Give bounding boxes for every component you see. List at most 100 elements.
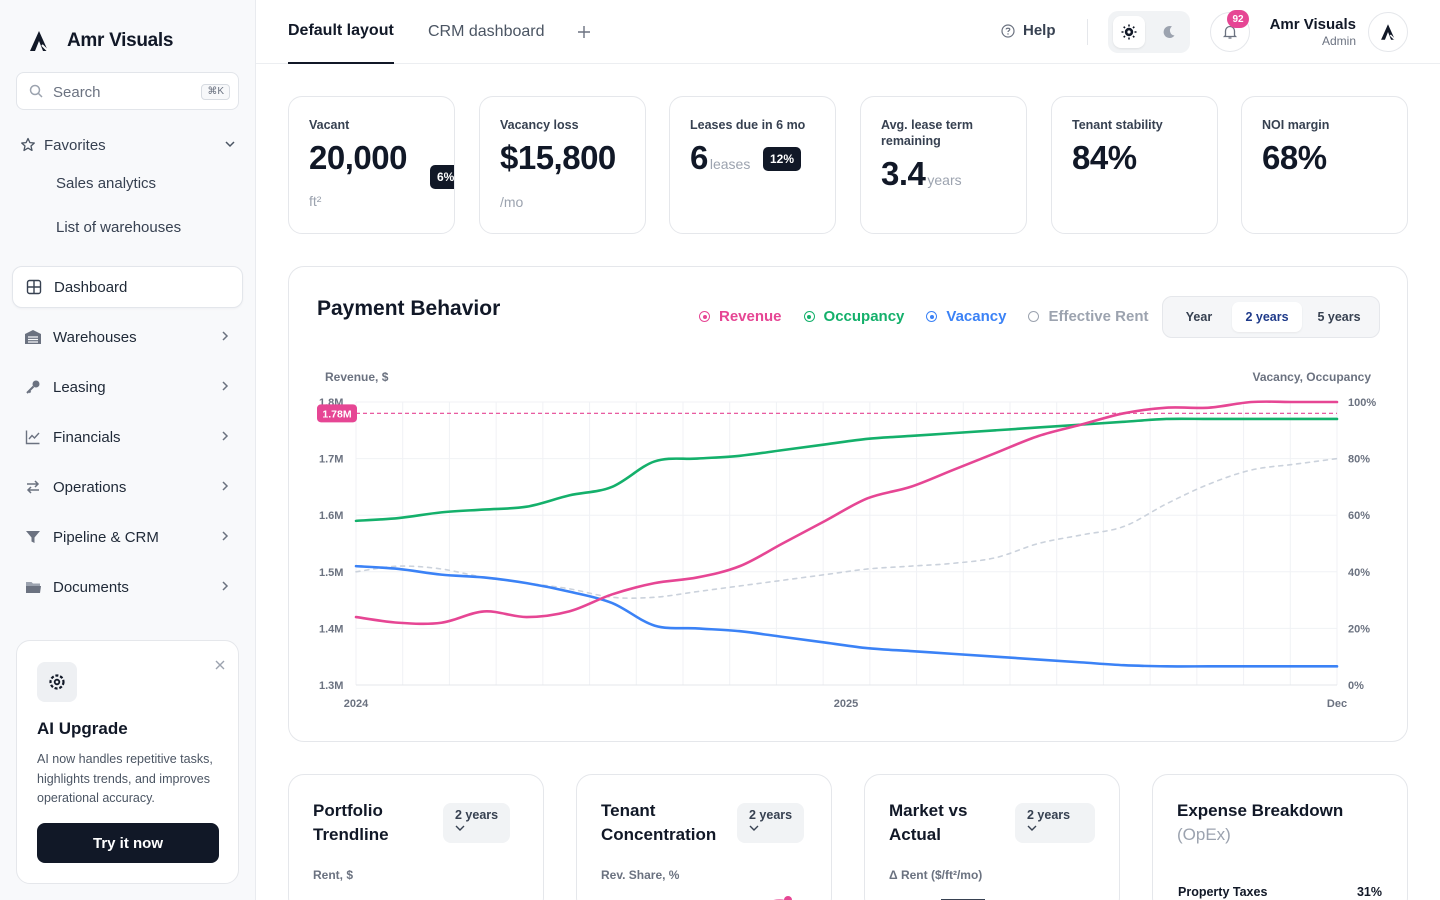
search-shortcut: ⌘K xyxy=(201,84,230,100)
kpi-card-leases-due[interactable]: Leases due in 6 mo 6 leases 12% xyxy=(669,96,836,234)
range-dropdown[interactable]: 2 years xyxy=(737,803,805,843)
sun-icon xyxy=(1121,24,1137,40)
kpi-title: Avg. lease term remaining xyxy=(881,118,973,148)
legend-label: Vacancy xyxy=(946,308,1007,325)
kpi-title: Tenant stability xyxy=(1072,118,1163,132)
kpi-value-group: 3.4 years xyxy=(881,155,962,193)
sidebar: Amr Visuals ⌘K Favorites Sales analytics… xyxy=(0,0,256,900)
nav-item-pipeline-crm[interactable]: Pipeline & CRM xyxy=(12,516,243,558)
favorites-label: Favorites xyxy=(44,136,106,154)
user-name: Amr Visuals xyxy=(1269,16,1356,33)
nav-item-warehouses[interactable]: Warehouses xyxy=(12,316,243,358)
legend-label: Effective Rent xyxy=(1048,308,1149,325)
x-tick-label: Dec xyxy=(1327,698,1347,710)
user-role: Admin xyxy=(1321,34,1356,48)
arrows-exchange-icon xyxy=(24,478,42,496)
try-it-now-button[interactable]: Try it now xyxy=(37,823,219,863)
range-dropdown[interactable]: 2 years xyxy=(1015,803,1095,843)
chart-preview xyxy=(773,896,792,900)
chevron-down-icon xyxy=(1027,825,1037,831)
card-title: Portfolio Trendline xyxy=(313,801,389,844)
avatar[interactable] xyxy=(1368,12,1408,52)
search-box[interactable]: ⌘K xyxy=(16,72,239,110)
payment-behavior-chart: 1.8M 100%1.7M 80%1.6M 60%1.5M 40%1.4M 20%1.3M… xyxy=(317,370,1376,710)
portfolio-trendline-card: Portfolio Trendline 2 years Rent, $ xyxy=(288,774,544,900)
user-info[interactable]: Amr Visuals Admin xyxy=(1270,16,1356,48)
add-tab-icon[interactable] xyxy=(576,24,592,40)
favorite-item-list-of-warehouses[interactable]: List of warehouses xyxy=(56,219,182,236)
y-tick-label-right: 100% xyxy=(1348,397,1376,409)
nav-item-documents[interactable]: Documents xyxy=(12,566,243,608)
nav-item-operations[interactable]: Operations xyxy=(12,466,243,508)
dark-mode-button[interactable] xyxy=(1153,16,1185,48)
kpi-card-vacant[interactable]: Vacant 20,000 6% ft² xyxy=(288,96,455,234)
kpi-card-avg-lease-term[interactable]: Avg. lease term remaining 3.4 years xyxy=(860,96,1027,234)
notifications-button[interactable]: 92 xyxy=(1210,10,1250,52)
kpi-value-group: 6 leases xyxy=(690,139,750,177)
search-icon xyxy=(29,84,43,98)
axis-label: Rent, $ xyxy=(313,868,354,882)
legend-item-revenue[interactable]: Revenue xyxy=(699,308,782,325)
kpi-card-noi-margin[interactable]: NOI margin 68% xyxy=(1241,96,1408,234)
help-button[interactable]: Help xyxy=(1001,22,1056,39)
market-vs-actual-card: Market vs Actual 2 years Δ Rent ($/ft²/m… xyxy=(864,774,1120,900)
kpi-value: 84% xyxy=(1072,139,1137,176)
y-axis-label-left: Revenue, $ xyxy=(325,370,389,384)
kpi-value: $15,800 xyxy=(500,139,616,176)
favorites-toggle[interactable]: Favorites xyxy=(20,134,240,156)
favorite-item-sales-analytics[interactable]: Sales analytics xyxy=(56,175,157,192)
y-tick-label-left: 1.4M xyxy=(319,623,343,635)
range-dropdown[interactable]: 2 years xyxy=(443,803,511,843)
legend-dot xyxy=(1028,311,1040,322)
axis-label: Rev. Share, % xyxy=(601,868,680,882)
chevron-down-icon xyxy=(225,141,235,148)
y-tick-label-right: 60% xyxy=(1348,510,1370,522)
y-tick-label-right: 80% xyxy=(1348,454,1370,466)
nav-label: Financials xyxy=(53,428,121,446)
kpi-value: 20,000 xyxy=(309,139,407,176)
gear-icon xyxy=(37,662,77,702)
kpi-value: 68% xyxy=(1262,139,1327,176)
expense-row-value: 31% xyxy=(1356,885,1382,899)
search-input[interactable] xyxy=(53,81,203,103)
nav-item-leasing[interactable]: Leasing xyxy=(12,366,243,408)
line-chart-icon xyxy=(24,428,42,446)
tab-default-layout[interactable]: Default layout xyxy=(288,0,394,64)
kpi-value: 3.4 xyxy=(881,155,926,192)
kpi-unit: years xyxy=(927,172,962,188)
legend-item-effective-rent[interactable]: Effective Rent xyxy=(1028,308,1149,325)
light-mode-button[interactable] xyxy=(1113,16,1145,48)
card-title: Tenant Concentration xyxy=(601,801,717,844)
range-selector: Year 2 years 5 years xyxy=(1162,296,1380,338)
kpi-badge: 12% xyxy=(763,147,802,171)
chevron-down-icon xyxy=(749,825,759,831)
close-icon[interactable] xyxy=(214,659,226,671)
legend-item-occupancy[interactable]: Occupancy xyxy=(803,308,904,325)
nav-label: Pipeline & CRM xyxy=(53,528,159,546)
moon-icon xyxy=(1163,26,1175,39)
nav-label: Dashboard xyxy=(54,278,128,296)
tab-crm-dashboard[interactable]: CRM dashboard xyxy=(428,23,545,40)
kpi-card-vacancy-loss[interactable]: Vacancy loss $15,800 /mo xyxy=(479,96,646,234)
range-5-years[interactable]: 5 years xyxy=(1317,310,1361,324)
kpi-title: NOI margin xyxy=(1262,118,1330,132)
brand[interactable]: Amr Visuals xyxy=(24,26,173,56)
chevron-right-icon xyxy=(222,381,229,391)
nav-item-dashboard[interactable]: Dashboard xyxy=(12,266,243,308)
payment-behavior-card: Payment Behavior Revenue Occupancy Vacan… xyxy=(288,266,1408,742)
range-year[interactable]: Year xyxy=(1185,310,1213,324)
legend-dot xyxy=(926,311,938,322)
card-title: Market vs Actual xyxy=(889,801,968,844)
y-axis-label-right: Vacancy, Occupancy xyxy=(1252,370,1371,384)
chevron-right-icon xyxy=(222,581,229,591)
expense-row-label: Property Taxes xyxy=(1178,885,1268,899)
legend-item-vacancy[interactable]: Vacancy xyxy=(926,308,1006,325)
nav-item-financials[interactable]: Financials xyxy=(12,416,243,458)
kpi-card-tenant-stability[interactable]: Tenant stability 84% xyxy=(1051,96,1218,234)
promo-title: AI Upgrade xyxy=(37,719,128,738)
y-tick-label-left: 1.5M xyxy=(319,567,343,579)
top-header: Default layout CRM dashboard Help 92 Amr… xyxy=(256,0,1440,64)
y-tick-label-left: 1.3M xyxy=(319,680,343,692)
range-2-years[interactable]: 2 years xyxy=(1232,302,1302,332)
legend-dot xyxy=(699,311,710,322)
